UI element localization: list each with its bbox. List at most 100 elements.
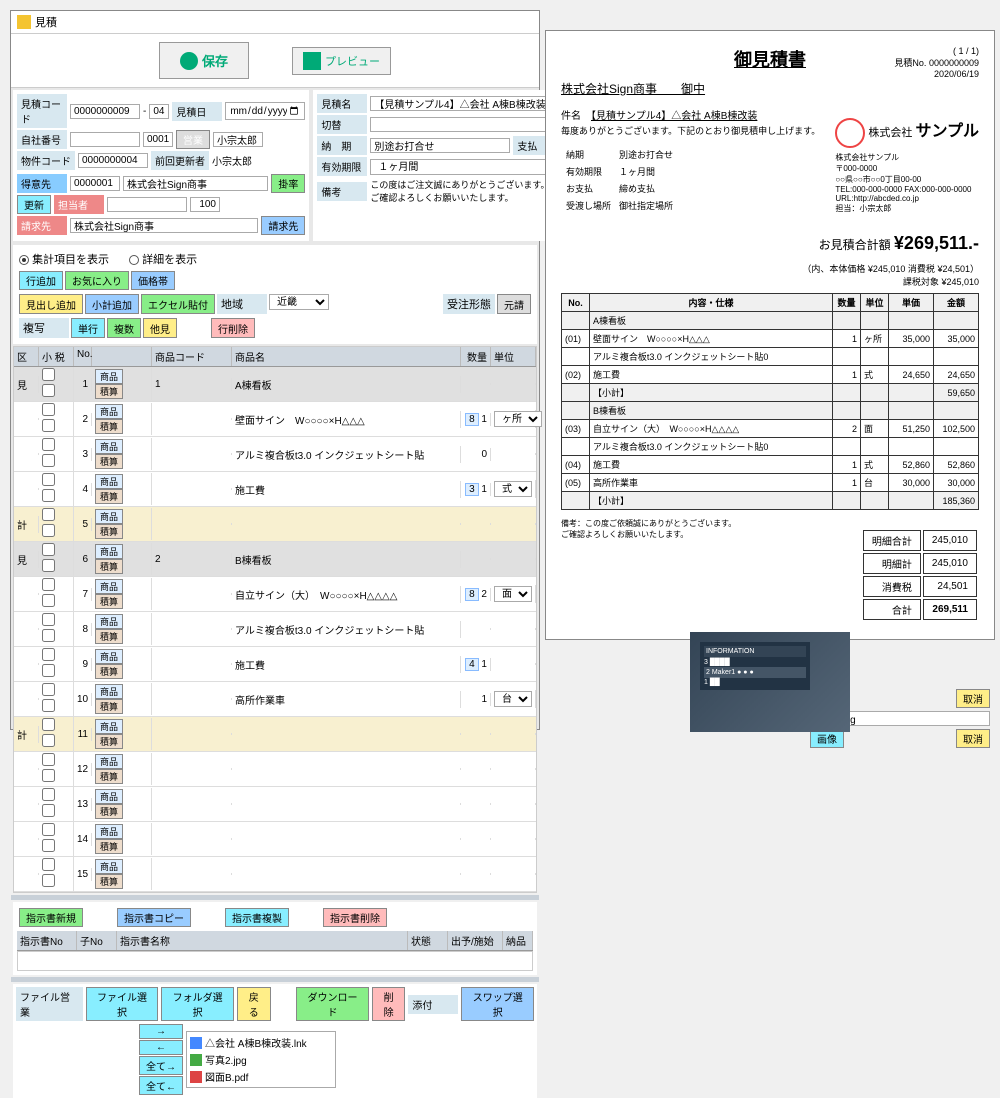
row-check[interactable] [42,508,55,521]
grid-row[interactable]: 10 商品積算 高所作業車 1 台 [14,682,536,717]
all-right-button[interactable]: 全て→ [139,1056,183,1075]
radio-detail[interactable]: 詳細を表示 [129,251,197,267]
grid-row[interactable]: 15 商品積算 [14,857,536,892]
row-check[interactable] [42,823,55,836]
est-button[interactable]: 積算 [95,594,123,609]
grid-row[interactable]: 13 商品積算 [14,787,536,822]
grid-row[interactable]: 3 商品積算 アルミ複合板t3.0 インクジェットシート貼 0 [14,437,536,472]
dest-label[interactable]: 得意先 [17,174,67,193]
refresh-button[interactable]: 更新 [17,195,51,214]
row-tax-check[interactable] [42,594,55,607]
est-name-input[interactable] [370,96,563,111]
swap-button[interactable]: スワップ選択 [461,987,534,1021]
cancel-button-1[interactable]: 取消 [956,689,990,708]
grid-row[interactable]: 4 商品積算 施工費 3 1 式 [14,472,536,507]
bill-name[interactable] [70,218,258,233]
est-button[interactable]: 積算 [95,664,123,679]
row-check[interactable] [42,578,55,591]
all-left-button[interactable]: 全て← [139,1076,183,1095]
row-check[interactable] [42,683,55,696]
item-button[interactable]: 商品 [95,614,123,629]
head-add-button[interactable]: 見出し追加 [19,294,83,314]
item-button[interactable]: 商品 [95,649,123,664]
item-button[interactable]: 商品 [95,859,123,874]
item-button[interactable]: 商品 [95,544,123,559]
file-item[interactable]: △会社 A棟B棟改装.lnk [189,1034,333,1051]
row-check[interactable] [42,368,55,381]
row-tax-check[interactable] [42,874,55,887]
download-button[interactable]: ダウンロード [296,987,369,1021]
valid-select[interactable]: １ヶ月間 [370,159,563,175]
row-tax-check[interactable] [42,419,55,432]
preview-button[interactable]: プレビュー [292,47,391,75]
radio-summary[interactable]: 集計項目を表示 [19,251,109,267]
sales-button[interactable]: 営業 [176,130,210,149]
est-button[interactable]: 積算 [95,874,123,889]
est-button[interactable]: 積算 [95,839,123,854]
estimate-code-input[interactable] [70,104,140,119]
file-item[interactable]: 写真2.jpg [189,1051,333,1068]
est-button[interactable]: 積算 [95,419,123,434]
unit-select[interactable]: ヶ所 [494,411,542,427]
unit-select[interactable]: 台 [494,691,532,707]
row-tax-check[interactable] [42,804,55,817]
grid-row[interactable]: 7 商品積算 自立サイン（大） W○○○○×H△△△△ 8 2 面 [14,577,536,612]
item-button[interactable]: 商品 [95,789,123,804]
row-tax-check[interactable] [42,664,55,677]
est-button[interactable]: 積算 [95,769,123,784]
est-button[interactable]: 積算 [95,629,123,644]
grid-row[interactable]: 14 商品積算 [14,822,536,857]
row-add-button[interactable]: 行追加 [19,271,63,290]
dest-name[interactable] [123,176,268,191]
est-button[interactable]: 積算 [95,384,123,399]
sum-add-button[interactable]: 小計追加 [85,294,139,314]
item-button[interactable]: 商品 [95,824,123,839]
instr-dup-button[interactable]: 指示書複製 [225,908,289,927]
item-button[interactable]: 商品 [95,439,123,454]
single-button[interactable]: 単行 [71,318,105,338]
grid-row[interactable]: 2 商品積算 壁面サイン W○○○○×H△△△ 8 1 ヶ所 [14,402,536,437]
row-tax-check[interactable] [42,454,55,467]
own-no2-input[interactable] [143,132,173,147]
est-button[interactable]: 積算 [95,559,123,574]
row-tax-check[interactable] [42,524,55,537]
grid-row[interactable]: 見 1 商品積算 1 A棟看板 [14,367,536,402]
item-button[interactable]: 商品 [95,369,123,384]
row-tax-check[interactable] [42,699,55,712]
est-button[interactable]: 積算 [95,489,123,504]
item-button[interactable]: 商品 [95,719,123,734]
region-select[interactable]: 近畿 [269,294,329,310]
unit-select[interactable]: 式 [494,481,532,497]
assignee-input[interactable] [107,197,187,212]
row-check[interactable] [42,788,55,801]
est-button[interactable]: 積算 [95,699,123,714]
est-button[interactable]: 積算 [95,804,123,819]
row-tax-check[interactable] [42,559,55,572]
other-button[interactable]: 他見 [143,318,177,338]
line-del-button[interactable]: 行削除 [211,318,255,338]
row-check[interactable] [42,753,55,766]
item-button[interactable]: 商品 [95,474,123,489]
fav-button[interactable]: お気に入り [65,271,129,290]
est-button[interactable]: 積算 [95,524,123,539]
file-item[interactable]: 図面B.pdf [189,1068,333,1085]
delivery-input[interactable] [370,138,510,153]
back-button[interactable]: 戻る [237,987,271,1021]
file-delete-button[interactable]: 削除 [372,987,406,1021]
row-check[interactable] [42,648,55,661]
est-button[interactable]: 積算 [95,454,123,469]
excel-button[interactable]: エクセル貼付 [141,294,215,314]
item-button[interactable]: 商品 [95,684,123,699]
row-tax-check[interactable] [42,384,55,397]
assignee-val[interactable] [190,197,220,212]
row-tax-check[interactable] [42,629,55,642]
grid-row[interactable]: 9 商品積算 施工費 4 1 [14,647,536,682]
grid-row[interactable]: 計 5 商品積算 [14,507,536,542]
multi-button[interactable]: 複数 [107,318,141,338]
unit-select[interactable]: 面 [494,586,532,602]
est-button[interactable]: 積算 [95,734,123,749]
row-tax-check[interactable] [42,489,55,502]
align-button[interactable]: 元請 [497,294,531,314]
grid-row[interactable]: 見 6 商品積算 2 B棟看板 [14,542,536,577]
grid-row[interactable]: 12 商品積算 [14,752,536,787]
